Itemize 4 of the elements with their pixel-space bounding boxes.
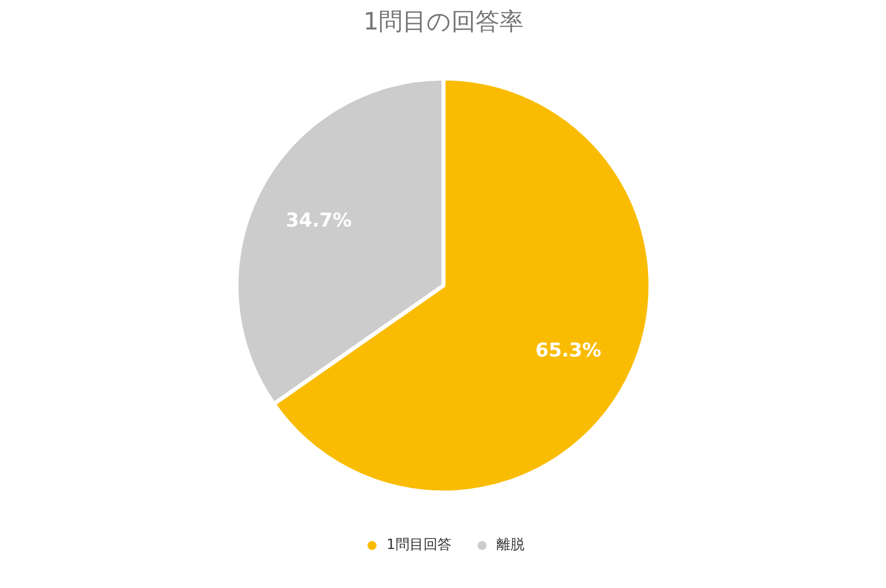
data-label: 65.3%	[535, 340, 602, 362]
legend-label: 1問目回答	[386, 536, 452, 554]
chart-title: 1問目の回答率	[363, 8, 524, 36]
legend-label: 離脱	[496, 536, 524, 554]
